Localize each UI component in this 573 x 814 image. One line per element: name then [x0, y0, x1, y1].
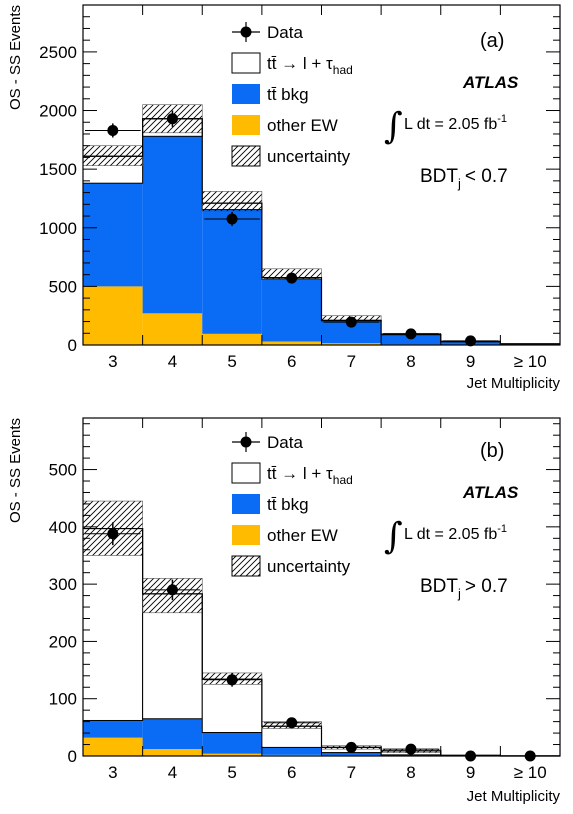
luminosity-label-a: ∫ L dt = 2.05 fb-1	[384, 106, 507, 147]
x-tick-label: 6	[287, 763, 296, 782]
data-point-3	[286, 717, 297, 728]
legend-label-data: Data	[267, 433, 303, 452]
x-tick-label: 7	[347, 763, 356, 782]
data-point-1	[167, 113, 178, 124]
x-tick-label: 5	[227, 763, 236, 782]
y-axis-title: OS - SS Events	[7, 5, 24, 110]
data-point-1	[167, 584, 178, 595]
x-tick-label: 4	[168, 763, 177, 782]
bar-ttbkg-1	[143, 136, 203, 313]
legend-swatch-signal	[232, 53, 260, 73]
legend-swatch-ew	[232, 525, 260, 545]
bar-otherew-0	[83, 738, 143, 756]
bar-ttbkg-1	[143, 719, 203, 749]
legend-swatch-uncertainty	[232, 556, 260, 576]
luminosity-text-b: L dt = 2.05 fb-1	[404, 523, 507, 543]
bar-otherew-2	[202, 334, 262, 345]
y-axis-title: OS - SS Events	[7, 418, 24, 523]
legend-swatch-ttbar	[232, 84, 260, 104]
bar-ttbkg-0	[83, 183, 143, 286]
legend: Data tt̄ → l + τhad tt̄ bkg other EW uncerta…	[232, 432, 353, 576]
x-tick-label: 3	[108, 352, 117, 371]
legend-label-ew: other EW	[267, 526, 338, 545]
y-tick-label: 2000	[39, 102, 77, 121]
data-point-4	[346, 317, 357, 328]
data-point-3	[286, 273, 297, 284]
y-tick-label: 0	[68, 747, 77, 766]
bar-ttbkg-2	[202, 733, 262, 754]
data-point-4	[346, 742, 357, 753]
data-point-5	[405, 744, 416, 755]
bar-ttlhad-3	[262, 726, 322, 747]
legend-label-signal: tt̄ → l + τhad	[267, 54, 353, 77]
y-tick-label: 500	[49, 461, 77, 480]
data-point-2	[227, 213, 238, 224]
y-tick-label: 1000	[39, 219, 77, 238]
atlas-label-a: ATLAS	[462, 73, 519, 92]
y-tick-label: 0	[68, 336, 77, 355]
data-point-0	[107, 125, 118, 136]
x-tick-label: 5	[227, 352, 236, 371]
luminosity-text-a: L dt = 2.05 fb-1	[404, 113, 507, 133]
x-tick-label: 9	[466, 352, 475, 371]
integral-sign-a: ∫	[384, 106, 403, 147]
uncertainty-band-2	[202, 191, 262, 211]
x-axis-title: Jet Multiplicity	[467, 375, 561, 392]
bar-ttbkg-3	[262, 747, 322, 754]
bar-ttbkg-3	[262, 279, 322, 341]
x-tick-label: 8	[406, 352, 415, 371]
legend-label-ew: other EW	[267, 116, 338, 135]
integral-sign-b: ∫	[384, 516, 403, 557]
x-tick-label: 8	[406, 763, 415, 782]
legend-swatch-uncertainty	[232, 146, 260, 166]
y-tick-label: 2500	[39, 43, 77, 62]
bar-otherew-1	[143, 749, 203, 756]
bar-ttbkg-0	[83, 720, 143, 737]
legend-label-uncertainty: uncertainty	[267, 557, 351, 576]
bar-otherew-1	[143, 313, 203, 345]
chart-panel-a: 0 500 1000 1500 2000 2500 3 4 5 6 7 8 9 ≥ 10 Jet Multi…	[7, 5, 560, 392]
legend: Data tt̄ → l + τhad tt̄ bkg other EW uncerta…	[232, 22, 353, 166]
bar-otherew-0	[83, 286, 143, 345]
legend-data-marker	[241, 437, 252, 448]
panel-label-b: (b)	[480, 440, 504, 462]
y-tick-label: 500	[49, 277, 77, 296]
y-tick-label: 200	[49, 632, 77, 651]
panel-label-a: (a)	[480, 30, 504, 52]
x-tick-label: 4	[168, 352, 177, 371]
x-tick-label: ≥ 10	[514, 352, 547, 371]
data-point-2	[227, 674, 238, 685]
legend-swatch-ttbar	[232, 494, 260, 514]
bdt-cut-label-a: BDTj< 0.7	[420, 166, 508, 191]
legend-data-marker	[241, 27, 252, 38]
legend-swatch-signal	[232, 463, 260, 483]
legend-label-data: Data	[267, 23, 303, 42]
data-point-5	[405, 328, 416, 339]
bdt-cut-label-b: BDTj> 0.7	[420, 576, 508, 601]
x-tick-label: 6	[287, 352, 296, 371]
y-tick-label: 1500	[39, 160, 77, 179]
chart-panel-b: 0 100 200 300 400 500 3 4 5 6 7 8 9 ≥ 10 Jet Multiplic…	[7, 418, 560, 805]
bar-ttlhad-0	[83, 529, 143, 721]
x-tick-label: 9	[466, 763, 475, 782]
y-tick-label: 100	[49, 690, 77, 709]
bar-ttbkg-2	[202, 210, 262, 334]
atlas-label-b: ATLAS	[462, 483, 519, 502]
legend-label-ttbar: tt̄ bkg	[267, 495, 309, 514]
legend-label-ttbar: tt̄ bkg	[267, 85, 309, 104]
luminosity-label-b: ∫ L dt = 2.05 fb-1	[384, 516, 507, 557]
y-tick-label: 300	[49, 575, 77, 594]
bar-ttlhad-2	[202, 679, 262, 732]
legend-swatch-ew	[232, 115, 260, 135]
x-tick-label: 7	[347, 352, 356, 371]
x-tick-label: 3	[108, 763, 117, 782]
x-axis-title: Jet Multiplicity	[467, 788, 561, 805]
data-point-0	[107, 528, 118, 539]
x-tick-label: ≥ 10	[514, 763, 547, 782]
y-tick-label: 400	[49, 518, 77, 537]
legend-label-uncertainty: uncertainty	[267, 147, 351, 166]
legend-label-signal: tt̄ → l + τhad	[267, 464, 353, 487]
